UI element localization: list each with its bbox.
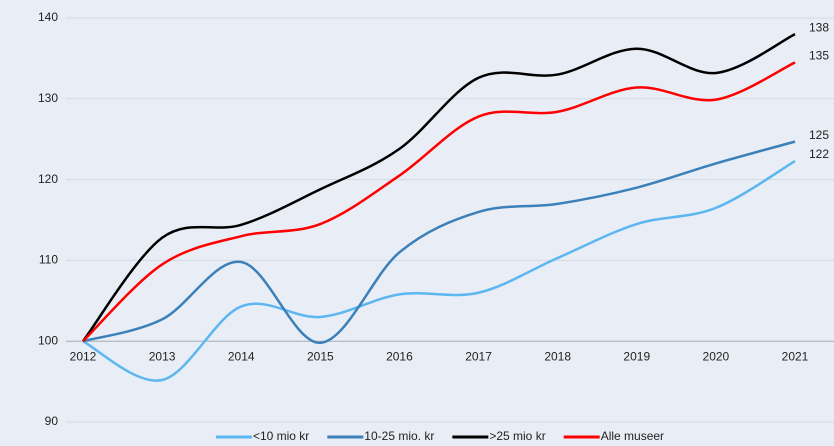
- y-tick-label: 100: [38, 333, 58, 347]
- x-tick-label: 2013: [149, 349, 176, 363]
- y-tick-label: 110: [39, 253, 58, 267]
- series-line: [82, 61, 796, 343]
- legend-item: 10-25 mio. kr: [327, 429, 434, 443]
- value-label: 122: [809, 147, 829, 161]
- legend-label: >25 mio kr: [489, 429, 545, 443]
- legend-label: <10 mio kr: [253, 429, 309, 443]
- value-label: 135: [809, 49, 829, 63]
- x-tick-label: 2021: [782, 349, 809, 363]
- series-line: [82, 140, 796, 345]
- x-tick-label: 2016: [386, 349, 413, 363]
- y-tick-label: 90: [45, 414, 59, 428]
- x-tick-label: 2017: [465, 349, 492, 363]
- x-tick-label: 2012: [70, 349, 97, 363]
- x-tick-label: 2020: [703, 349, 730, 363]
- y-tick-label: 130: [38, 91, 58, 105]
- legend-label: Alle museer: [601, 429, 664, 443]
- value-label: 138: [809, 20, 829, 34]
- legend-item: <10 mio kr: [215, 429, 309, 443]
- legend-item: Alle museer: [563, 429, 664, 443]
- x-tick-label: 2019: [623, 349, 650, 363]
- series-line: [82, 159, 796, 382]
- x-tick-label: 2014: [228, 349, 255, 363]
- y-tick-label: 140: [38, 10, 58, 24]
- x-tick-label: 2018: [544, 349, 571, 363]
- legend-item: >25 mio kr: [452, 429, 546, 443]
- value-label: 125: [809, 128, 829, 142]
- y-tick-label: 120: [38, 172, 58, 186]
- x-tick-label: 2015: [307, 349, 334, 363]
- legend-label: 10-25 mio. kr: [364, 429, 434, 443]
- series-line: [82, 33, 796, 342]
